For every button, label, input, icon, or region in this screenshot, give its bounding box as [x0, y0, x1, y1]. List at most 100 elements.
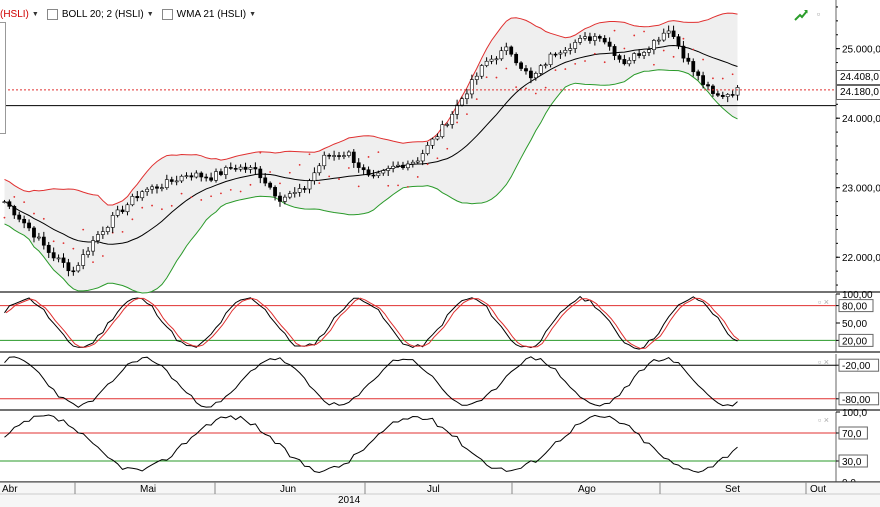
candle-body	[391, 165, 396, 169]
candle-body	[71, 270, 76, 273]
level-label-box	[838, 454, 868, 468]
candle-body	[386, 168, 391, 171]
candle-body	[81, 254, 86, 266]
candle-body	[396, 164, 400, 167]
chevron-down-icon[interactable]: ▼	[146, 10, 154, 18]
candle-body	[701, 75, 706, 85]
sar-dot	[33, 212, 35, 215]
candle-body	[479, 65, 484, 77]
sar-dot	[446, 147, 449, 150]
bollinger-upper-line	[4, 12, 738, 206]
chevron-down-icon[interactable]: ▼	[31, 10, 39, 18]
sar-dot	[3, 216, 6, 219]
y-tick-label: 23.000,0	[842, 184, 880, 195]
y-tick-label: -20,00	[842, 361, 871, 372]
candle-body	[592, 36, 597, 41]
y-tick-label: 20,00	[842, 336, 867, 347]
bollinger-lower-line	[4, 69, 738, 294]
chevron-down-icon[interactable]: ▼	[249, 10, 257, 18]
candle-body	[312, 172, 317, 181]
sar-dot	[141, 206, 144, 209]
candle-body	[292, 192, 297, 194]
legend-label-price: (HSLI)	[0, 8, 29, 20]
candle-body	[337, 155, 341, 157]
oscillator-line	[4, 414, 738, 474]
y-tick-label: 22.000,0	[842, 253, 880, 264]
candle-body	[706, 84, 710, 87]
candle-body	[484, 60, 489, 66]
candle-body	[278, 195, 282, 202]
candle-body	[686, 57, 691, 62]
candle-body	[120, 209, 125, 213]
candle-body	[632, 53, 637, 61]
sar-dot	[564, 68, 567, 70]
sar-dot	[23, 201, 26, 204]
x-tick-label-ago: Ago	[578, 484, 596, 495]
close-icon[interactable]: ▫ ×	[818, 297, 829, 307]
candle-body	[342, 155, 346, 157]
candle-body	[164, 179, 169, 188]
candle-body	[317, 165, 322, 174]
close-icon[interactable]: ▫	[816, 9, 821, 19]
candle-body	[145, 188, 150, 193]
candle-body	[494, 58, 499, 61]
checkbox-icon[interactable]	[161, 8, 173, 20]
level-label-box	[838, 299, 874, 313]
candle-body	[588, 36, 592, 41]
candle-body	[96, 234, 100, 241]
close-icon[interactable]: ▫ ×	[818, 357, 829, 367]
x-tick-label-out: Out	[810, 484, 826, 495]
candle-body	[425, 145, 430, 154]
candle-body	[548, 53, 553, 65]
candle-body	[519, 62, 523, 69]
sar-dot	[593, 52, 596, 55]
candle-body	[460, 98, 464, 106]
sar-dot	[554, 69, 557, 72]
candle-body	[179, 175, 184, 182]
candle-body	[248, 167, 253, 170]
candle-body	[302, 188, 307, 190]
legend-item-price[interactable]: (HSLI) ▼	[0, 9, 39, 20]
y-tick-label: 25.000,0	[842, 45, 880, 56]
candle-body	[322, 154, 327, 167]
close-icon[interactable]: ▫ ×	[818, 415, 829, 425]
candle-body	[715, 93, 720, 96]
level-label-box	[838, 358, 880, 372]
checkbox-icon[interactable]	[46, 8, 58, 20]
sar-dot	[72, 247, 75, 250]
sar-dot	[397, 184, 399, 187]
bollinger-band-fill	[4, 13, 738, 293]
sar-dot	[92, 261, 94, 264]
sar-dot	[525, 87, 527, 90]
candle-body	[612, 46, 617, 56]
sar-dot	[574, 62, 577, 65]
candle-body	[332, 155, 337, 157]
candle-body	[135, 196, 140, 199]
side-drawer-handle[interactable]	[0, 22, 6, 134]
y-tick-label: 50,00	[842, 319, 867, 330]
sar-dot	[357, 185, 360, 188]
candle-body	[346, 151, 351, 156]
candle-body	[553, 53, 558, 56]
trend-arrow-icon[interactable]	[794, 9, 808, 21]
candle-body	[22, 218, 27, 224]
sar-dot	[101, 255, 104, 257]
sar-dot	[121, 230, 124, 233]
time-axis: Abr Mai Jun Jul Ago Set Out	[0, 481, 880, 507]
candle-body	[199, 172, 204, 178]
candle-body	[66, 262, 71, 272]
candle-body	[528, 70, 533, 79]
candle-body	[17, 214, 22, 220]
legend-item-boll[interactable]: BOLL 20; 2 (HSLI) ▼	[46, 8, 154, 20]
sar-dot	[131, 218, 134, 221]
sar-dot	[259, 151, 262, 154]
legend-item-wma[interactable]: WMA 21 (HSLI) ▼	[161, 8, 257, 20]
indicator-legend: (HSLI) ▼ BOLL 20; 2 (HSLI) ▼ WMA 21 (HSL…	[0, 6, 264, 22]
sar-dot	[308, 153, 311, 156]
candle-body	[56, 257, 61, 260]
candle-body	[263, 177, 268, 184]
sar-dot	[288, 171, 291, 174]
candle-body	[415, 160, 420, 163]
